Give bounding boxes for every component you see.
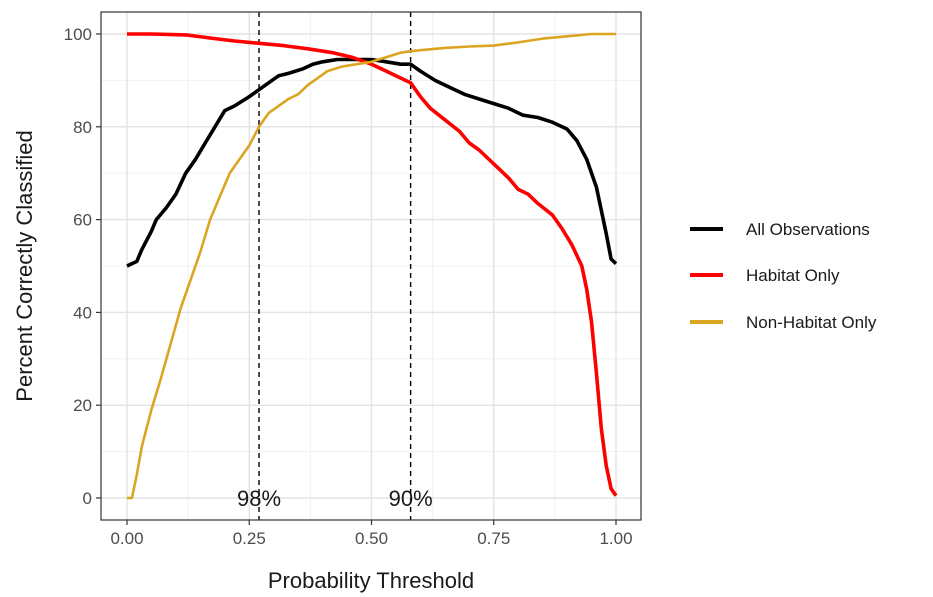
threshold-label: 90%	[389, 486, 433, 511]
threshold-annotations: 98% 90%	[237, 486, 433, 511]
y-axis-title: Percent Correctly Classified	[12, 130, 37, 401]
series-lines	[126, 32, 618, 500]
y-tick-label: 0	[83, 489, 92, 508]
y-tick-label: 100	[64, 25, 92, 44]
x-axis: 0.00 0.25 0.50 0.75 1.00	[110, 520, 633, 548]
legend-label: Non-Habitat Only	[746, 313, 877, 332]
threshold-label: 98%	[237, 486, 281, 511]
x-tick-label: 1.00	[599, 529, 632, 548]
legend-label: All Observations	[746, 220, 870, 239]
y-tick-label: 60	[73, 211, 92, 230]
y-tick-label: 20	[73, 396, 92, 415]
y-tick-label: 40	[73, 303, 92, 322]
major-gridlines	[101, 12, 641, 520]
legend-label: Habitat Only	[746, 266, 840, 285]
x-tick-label: 0.25	[233, 529, 266, 548]
series-line	[127, 32, 618, 497]
series-line	[127, 32, 616, 500]
y-axis: 0 20 40 60 80 100	[64, 25, 101, 508]
x-axis-title: Probability Threshold	[268, 568, 474, 593]
y-tick-label: 80	[73, 118, 92, 137]
series-line	[126, 57, 618, 268]
x-tick-label: 0.00	[110, 529, 143, 548]
legend: All Observations Habitat Only Non-Habitat …	[690, 220, 877, 332]
x-tick-label: 0.50	[355, 529, 388, 548]
threshold-lines	[258, 12, 412, 520]
x-tick-label: 0.75	[477, 529, 510, 548]
